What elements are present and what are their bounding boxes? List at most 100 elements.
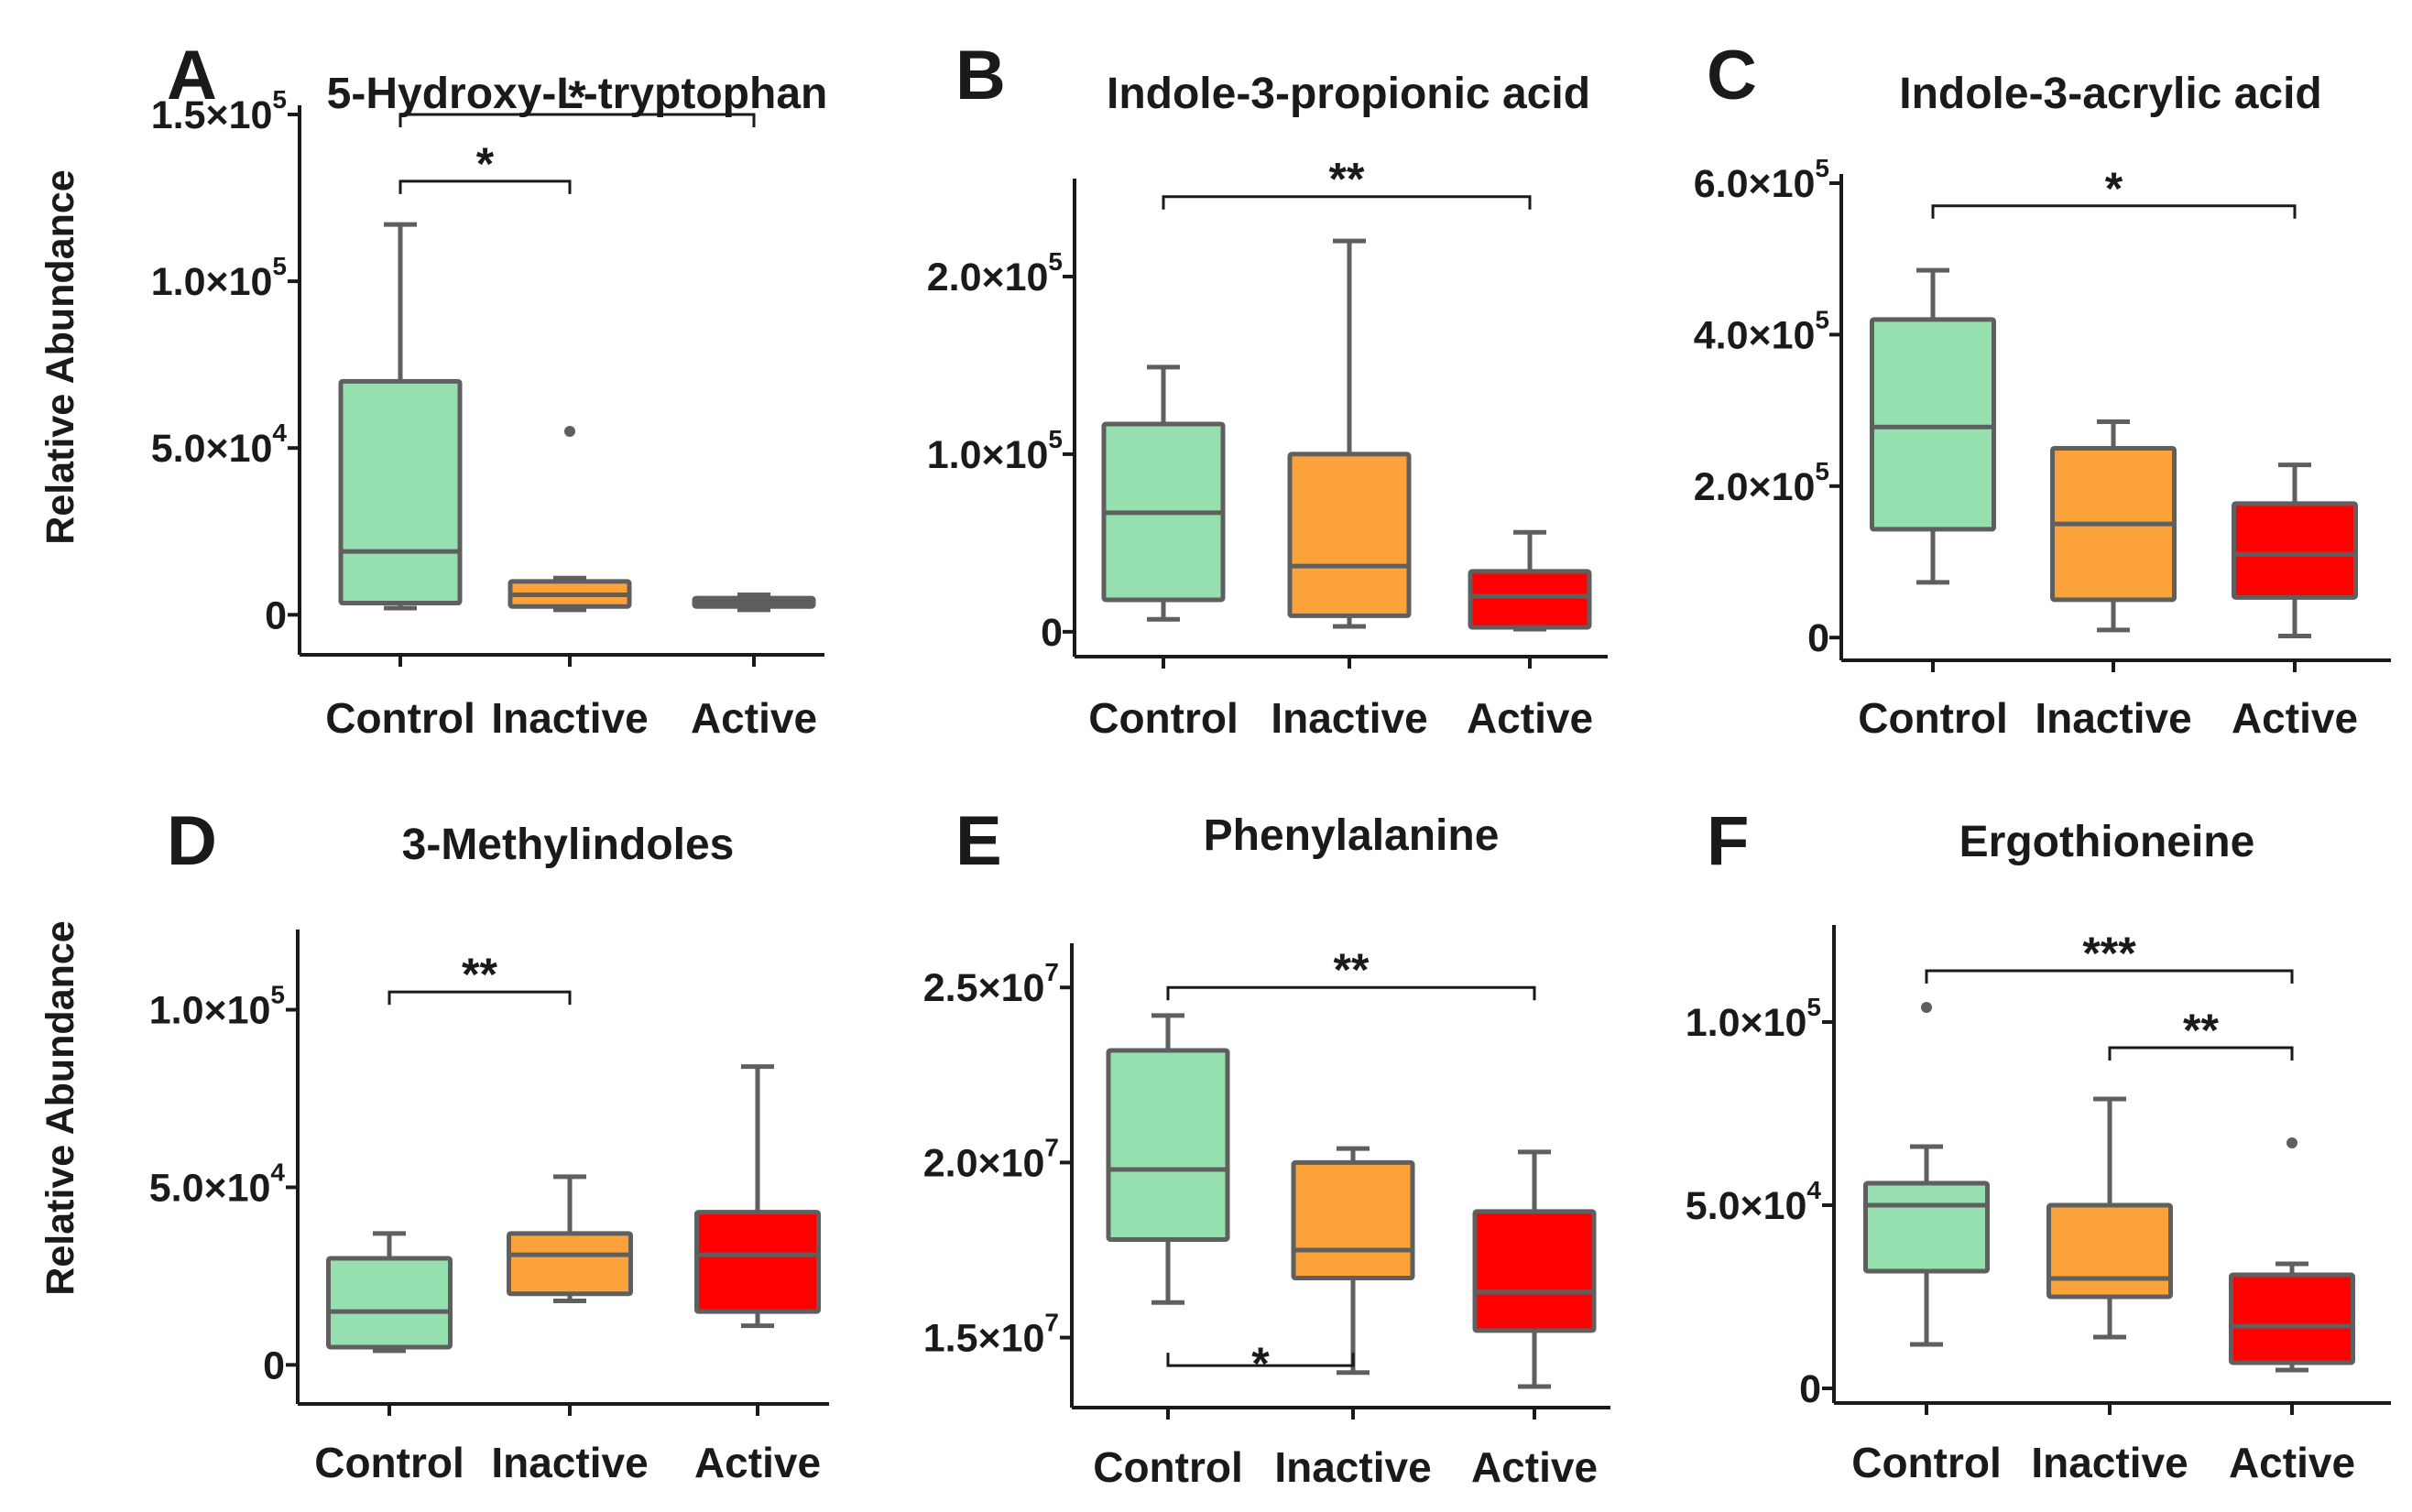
y-tick-label-exponent: 5 — [1815, 457, 1829, 485]
box-iqr — [1106, 1048, 1230, 1242]
y-tick-label: 0 — [1807, 616, 1829, 660]
y-tick-label-base: 2.5×10 — [923, 966, 1045, 1010]
significance-label: ** — [1334, 944, 1370, 995]
box-iqr — [1472, 1209, 1597, 1333]
y-tick-label: 2.0×107 — [923, 1133, 1059, 1185]
panel-C: C Indole-3-acrylic acid 02.0×1054.0×1056… — [1694, 37, 2391, 742]
x-tick-label: Active — [694, 1439, 821, 1486]
y-tick-label: 0 — [263, 1343, 285, 1387]
y-tick-label-exponent: 5 — [272, 252, 287, 280]
y-tick-label-base: 0 — [1041, 611, 1063, 655]
y-tick-label-exponent: 4 — [1806, 1176, 1821, 1204]
x-tick-label: Active — [691, 694, 817, 742]
y-tick-label: 2.0×105 — [1694, 457, 1829, 509]
y-tick-label-exponent: 7 — [1044, 1309, 1059, 1337]
significance-label: *** — [2082, 928, 2136, 979]
x-tick-label: Control — [1851, 1439, 2002, 1486]
panel-title: 5-Hydroxy-L-tryptophan — [327, 70, 828, 118]
y-tick-label-base: 0 — [1799, 1367, 1821, 1411]
significance-label: * — [1251, 1338, 1270, 1389]
y-tick-label-exponent: 5 — [1815, 154, 1829, 182]
x-tick-label: Control — [1093, 1443, 1243, 1491]
significance-bracket: ** — [2108, 1005, 2294, 1061]
box-active — [692, 592, 816, 613]
panel-F: F Ergothioneine 0 5.0×104 1.0×105 Control In… — [1686, 802, 2391, 1486]
y-tick-label: 2.5×107 — [923, 958, 1059, 1010]
panel-title: Indole-3-acrylic acid — [1899, 70, 2322, 118]
y-axis-label: Relative Abundance — [38, 920, 82, 1295]
y-tick-label-exponent: 4 — [272, 419, 287, 447]
box-control — [1870, 267, 1996, 585]
panel-letter-C: C — [1707, 37, 1757, 114]
box-control — [1106, 1013, 1230, 1305]
bracket-line — [387, 990, 572, 1006]
box-control — [1863, 1002, 1990, 1347]
y-tick-label-base: 1.0×10 — [1686, 1001, 1807, 1045]
x-tick-label: Active — [2229, 1439, 2355, 1486]
y-tick-label: 5.0×104 — [149, 1158, 286, 1210]
y-tick-label: 1.0×105 — [151, 252, 287, 304]
panel-letter-F: F — [1707, 802, 1749, 880]
y-axis-label: Relative Abundance — [38, 169, 82, 544]
bracket-line — [1162, 195, 1532, 210]
y-tick-label-base: 0 — [1807, 616, 1829, 660]
x-tick-label: Control — [1858, 694, 2008, 742]
x-tick-label: Active — [2232, 694, 2358, 742]
significance-bracket: * — [1931, 163, 2297, 219]
y-tick-label-base: 6.0×10 — [1694, 162, 1816, 206]
box-iqr — [2229, 1272, 2355, 1365]
bracket-line — [398, 113, 756, 127]
box-iqr — [1870, 317, 1996, 532]
panel-letter-E: E — [955, 802, 1002, 880]
box-iqr — [694, 1210, 821, 1314]
y-tick-label: 2.0×105 — [927, 247, 1063, 299]
y-tick-label-base: 1.5×10 — [923, 1317, 1045, 1361]
x-tick-label: Inactive — [1271, 694, 1427, 742]
y-tick-label-exponent: 5 — [272, 85, 287, 114]
bracket-line — [1166, 985, 1536, 1001]
y-tick-label-base: 4.0×10 — [1694, 313, 1816, 357]
box-inactive — [2046, 1096, 2173, 1340]
box-iqr — [326, 1256, 453, 1350]
box-iqr — [2232, 501, 2358, 600]
y-tick-label-exponent: 5 — [1048, 425, 1063, 453]
y-tick-label-base: 5.0×10 — [1686, 1184, 1807, 1228]
significance-label: * — [476, 138, 495, 190]
x-tick-label: Control — [314, 1439, 464, 1486]
box-iqr — [1863, 1180, 1990, 1274]
box-iqr — [338, 378, 463, 606]
panel-B: B Indole-3-propionic acid 01.0×1052.0×10… — [927, 37, 1608, 742]
box-active — [2229, 1137, 2355, 1373]
y-tick-label: 0 — [1799, 1367, 1821, 1411]
outlier-point — [564, 425, 575, 437]
chart-area: 0 5.0×104 1.0×105 Control Inactive Active ** — [149, 930, 829, 1486]
y-tick-label-base: 1.0×10 — [927, 433, 1049, 477]
box-iqr — [2046, 1202, 2173, 1300]
box-iqr — [507, 1231, 633, 1297]
significance-bracket: * — [1166, 1338, 1355, 1389]
y-tick-label-base: 1.5×10 — [151, 93, 273, 137]
box-inactive — [2050, 419, 2177, 633]
box-iqr — [1287, 451, 1412, 618]
y-tick-label-exponent: 5 — [1048, 247, 1063, 276]
box-inactive — [1287, 238, 1412, 629]
box-active — [1468, 529, 1592, 632]
box-iqr — [1468, 569, 1592, 630]
y-tick-label-base: 5.0×10 — [149, 1166, 271, 1210]
box-inactive — [508, 425, 632, 613]
bracket-line — [1931, 204, 2297, 219]
panel-letter-B: B — [955, 37, 1006, 114]
box-active — [1472, 1149, 1597, 1389]
significance-bracket: *** — [1925, 928, 2294, 984]
panel-A: A 5-Hydroxy-L-tryptophan Relative Abunda… — [38, 37, 827, 742]
box-active — [694, 1064, 821, 1329]
y-tick-label: 5.0×104 — [1686, 1176, 1822, 1228]
bracket-line — [2108, 1046, 2294, 1061]
panel-title: Indole-3-propionic acid — [1107, 70, 1590, 118]
y-tick-label: 0 — [265, 593, 287, 637]
box-iqr — [1291, 1159, 1415, 1281]
panel-E: E Phenylalanine 1.5×1072.0×1072.5×107Con… — [923, 802, 1610, 1491]
